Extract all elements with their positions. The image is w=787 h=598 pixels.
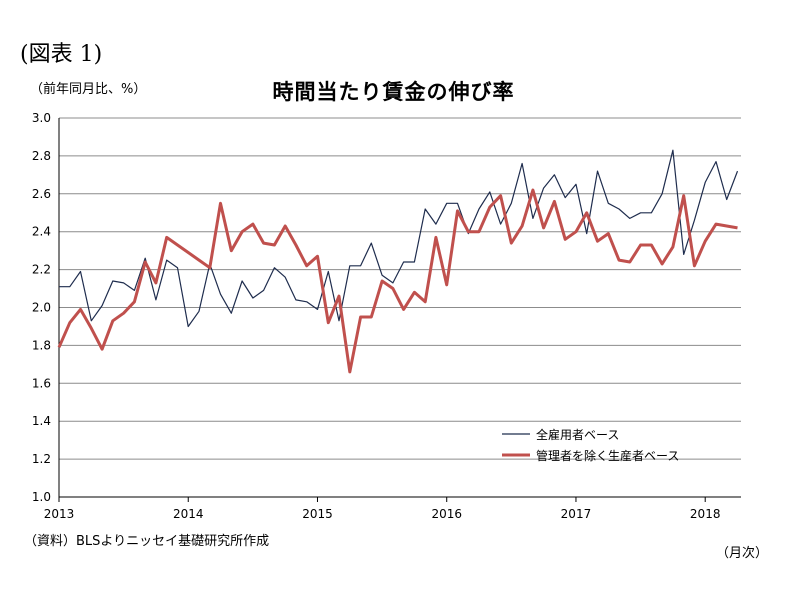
- legend-label: 全雇用者ベース: [536, 427, 619, 442]
- x-tick-label: 2013: [44, 507, 75, 521]
- y-tick-labels: 1.0 1.2 1.4 1.6 1.8 2.0 2.2 2.4 2.6 2.8 3.0: [32, 111, 51, 504]
- x-tick-labels: 2013 2014 2015 2016 2017 2018: [44, 507, 721, 521]
- y-tick-label: 1.4: [32, 414, 51, 428]
- horizontal-gridlines: [59, 117, 741, 460]
- series-line-1: [59, 149, 739, 328]
- y-tick-label: 1.0: [32, 490, 51, 504]
- y-tick-label: 2.8: [32, 149, 51, 163]
- series-lines: [57, 149, 739, 374]
- source-note: （資料）BLSよりニッセイ基礎研究所作成: [24, 534, 270, 549]
- chart-title: 時間当たり賃金の伸び率: [272, 80, 515, 104]
- x-tick-label: 2015: [302, 507, 333, 521]
- legend-label: 管理者を除く生産者ベース: [536, 448, 679, 463]
- x-axis-unit-label: （月次）: [716, 546, 769, 561]
- y-tick-label: 3.0: [32, 111, 51, 125]
- x-tick-label: 2016: [431, 507, 462, 521]
- x-tick-label: 2018: [690, 507, 721, 521]
- y-tick-label: 2.0: [32, 301, 51, 315]
- x-tick-label: 2014: [173, 507, 204, 521]
- y-tick-label: 2.6: [32, 187, 51, 201]
- y-tick-label: 1.8: [32, 338, 51, 352]
- y-tick-label: 2.2: [32, 263, 51, 277]
- x-tick-label: 2017: [561, 507, 592, 521]
- figure-label: (図表 1): [20, 42, 103, 67]
- y-axis-unit-label: （前年同月比、%）: [30, 82, 147, 97]
- y-tick-label: 1.6: [32, 376, 51, 390]
- series-line-2: [57, 188, 738, 374]
- axes: [58, 118, 741, 502]
- y-tick-label: 1.2: [32, 452, 51, 466]
- y-tick-label: 2.4: [32, 225, 51, 239]
